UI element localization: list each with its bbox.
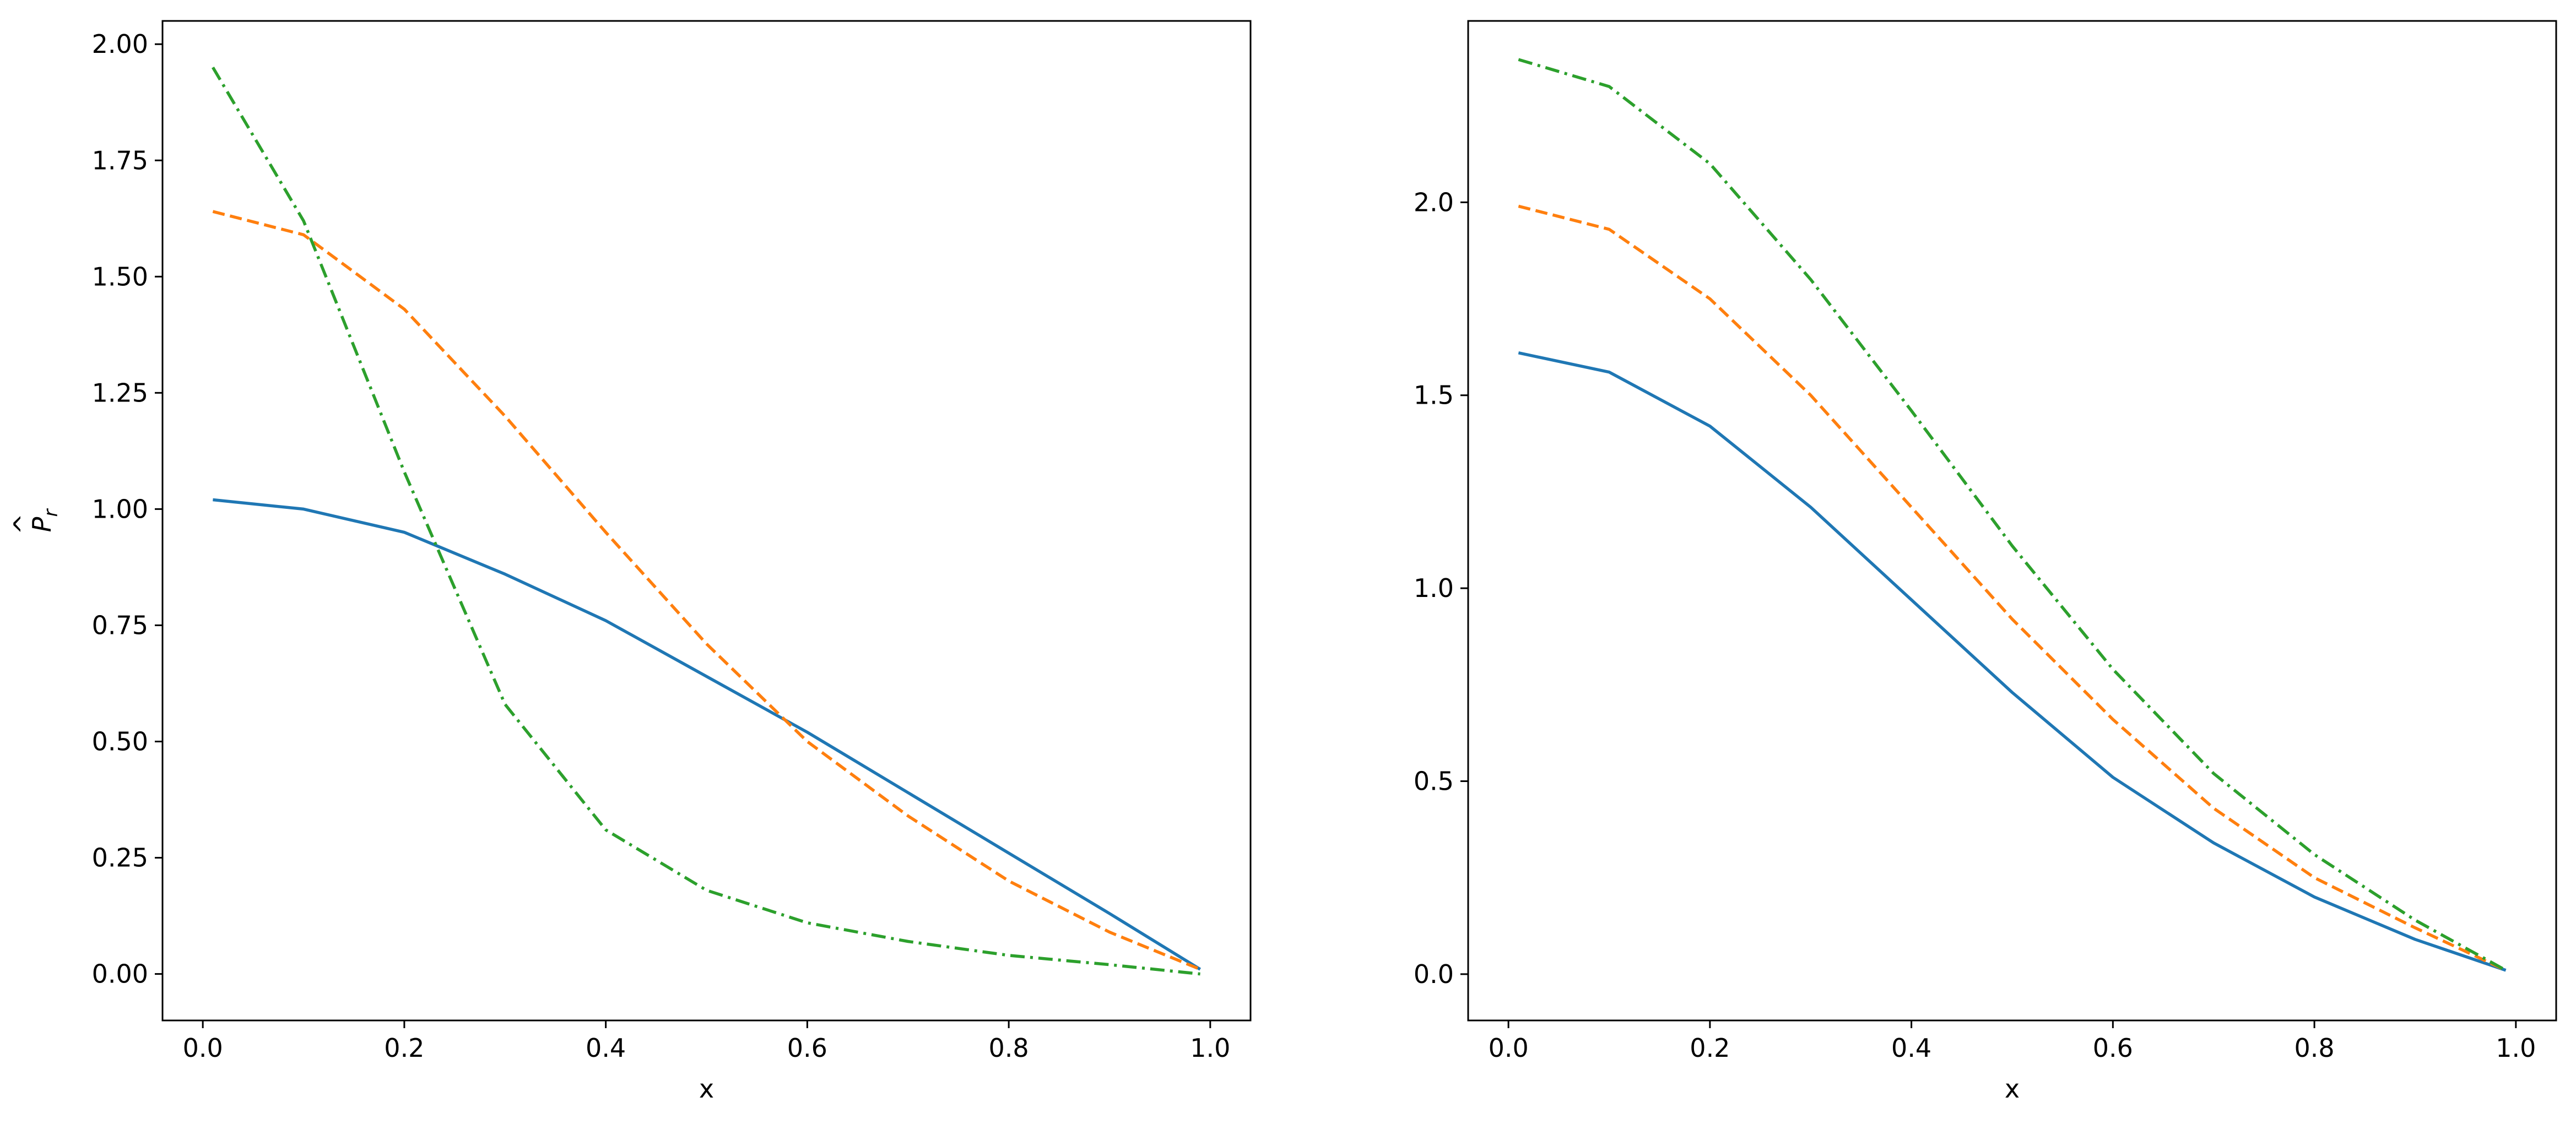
- y-axis-label: Pr: [27, 508, 62, 533]
- series-1-line: [213, 498, 1202, 971]
- x-tick-label: 0.8: [989, 1033, 1029, 1063]
- left-plot-panel: 0.0 0.2 0.4 0.6 0.8 1.0 0.00 0.25 0.50 0.75 1.00 1.…: [8, 20, 1252, 1104]
- x-axis-label: x: [699, 1074, 714, 1104]
- x-tick-label: 0.2: [1690, 1033, 1730, 1063]
- axes-frame: [1467, 20, 2557, 1022]
- x-tick-label: 0.2: [384, 1033, 424, 1063]
- series-1-line: [1518, 351, 2507, 972]
- y-tick-label: 0.5: [1414, 767, 1454, 796]
- series-3-line: [1518, 58, 2507, 972]
- y-tick-label: 1.5: [1414, 381, 1454, 410]
- y-tick-label: 1.25: [92, 378, 148, 408]
- y-tick-label: 0.75: [92, 610, 148, 640]
- x-tick-label: 0.0: [1489, 1033, 1529, 1063]
- y-tick-label: 1.75: [92, 145, 148, 175]
- series-3-line: [212, 67, 1200, 976]
- y-tick-label: 0.00: [92, 959, 148, 989]
- x-axis-label: x: [2005, 1074, 2020, 1104]
- series-2-line: [1518, 204, 2507, 972]
- x-tick-label: 1.0: [1190, 1033, 1230, 1063]
- x-tick-label: 0.4: [586, 1033, 626, 1063]
- x-tick-label: 1.0: [2496, 1033, 2536, 1063]
- y-tick-label: 1.0: [1414, 573, 1454, 603]
- x-tick-label: 0.6: [787, 1033, 827, 1063]
- y-tick-label: 0.50: [92, 726, 148, 756]
- series-2-line: [212, 210, 1201, 971]
- y-tick-label: 1.00: [92, 494, 148, 524]
- y-tick-label: 1.50: [92, 262, 148, 291]
- axes-frame: [161, 20, 1252, 1022]
- y-axis-label-hat: ^: [8, 513, 38, 535]
- y-tick-label: 2.00: [92, 29, 148, 59]
- x-tick-label: 0.6: [2093, 1033, 2133, 1063]
- right-plot-panel: 0.0 0.2 0.4 0.6 0.8 1.0 0.0 0.5 1.0 1.5 2.0 x: [1414, 20, 2557, 1104]
- x-tick-label: 0.0: [183, 1033, 223, 1063]
- y-tick-label: 0.0: [1414, 959, 1454, 989]
- y-tick-label: 2.0: [1414, 187, 1454, 217]
- x-tick-label: 0.8: [2294, 1033, 2335, 1063]
- y-tick-label: 0.25: [92, 843, 148, 873]
- x-tick-label: 0.4: [1891, 1033, 1931, 1063]
